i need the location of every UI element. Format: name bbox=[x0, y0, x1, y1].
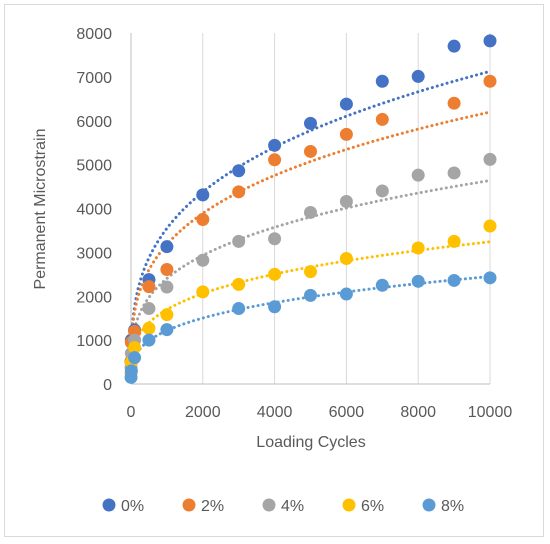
legend-marker bbox=[342, 498, 356, 512]
data-point bbox=[304, 116, 317, 130]
data-point bbox=[483, 74, 497, 88]
data-point bbox=[304, 288, 317, 302]
data-point bbox=[232, 185, 246, 199]
y-tick-label: 5000 bbox=[76, 158, 112, 175]
data-point bbox=[268, 267, 282, 281]
data-point bbox=[142, 333, 156, 347]
y-tick-label: 0 bbox=[103, 377, 112, 394]
data-point bbox=[128, 351, 142, 365]
axis-layer: 0 2000 4000 6000 8000 10000 0 1000 2000 3000 4000 5… bbox=[76, 26, 512, 421]
y-tick-label: 6000 bbox=[76, 114, 112, 131]
legend-label: 0% bbox=[121, 498, 144, 515]
x-tick-label: 10000 bbox=[468, 404, 513, 421]
legend-label: 2% bbox=[201, 498, 224, 515]
data-point bbox=[447, 39, 461, 53]
data-point bbox=[483, 34, 497, 48]
data-point bbox=[339, 127, 353, 141]
data-point bbox=[339, 287, 353, 301]
x-tick-label: 4000 bbox=[257, 404, 293, 421]
y-tick-label: 3000 bbox=[76, 245, 112, 262]
legend-marker bbox=[182, 498, 196, 512]
data-point bbox=[339, 194, 353, 208]
data-point bbox=[447, 234, 461, 248]
data-point bbox=[375, 278, 389, 292]
x-tick-label: 6000 bbox=[329, 404, 365, 421]
y-tick-label: 1000 bbox=[76, 333, 112, 350]
x-axis-title: Loading Cycles bbox=[256, 434, 365, 451]
data-point bbox=[232, 164, 246, 178]
x-tick-label: 8000 bbox=[400, 404, 436, 421]
data-point bbox=[483, 152, 497, 166]
data-point bbox=[447, 273, 461, 287]
data-point bbox=[124, 364, 138, 378]
y-axis-title: Permanent Microstrain bbox=[32, 129, 49, 290]
data-point bbox=[447, 96, 461, 110]
trendline bbox=[129, 240, 492, 375]
data-point bbox=[339, 97, 353, 111]
x-tick-label: 2000 bbox=[185, 404, 221, 421]
data-point bbox=[411, 69, 425, 83]
data-point bbox=[160, 240, 174, 254]
y-tick-label: 8000 bbox=[76, 26, 112, 43]
y-tick-label: 7000 bbox=[76, 70, 112, 87]
data-point bbox=[196, 253, 210, 267]
legend-label: 8% bbox=[441, 498, 464, 515]
data-point bbox=[411, 168, 425, 182]
grid-layer bbox=[202, 33, 491, 384]
data-point bbox=[411, 274, 425, 288]
data-point bbox=[232, 302, 246, 316]
data-point bbox=[196, 212, 210, 226]
data-point bbox=[160, 308, 174, 322]
data-point bbox=[304, 205, 317, 219]
y-tick-label: 4000 bbox=[76, 202, 112, 219]
data-point bbox=[447, 166, 461, 180]
data-point bbox=[160, 323, 174, 337]
point-layer bbox=[124, 34, 497, 384]
data-point bbox=[375, 112, 389, 126]
data-point bbox=[483, 219, 497, 233]
data-point bbox=[268, 138, 282, 152]
data-point bbox=[375, 184, 389, 198]
data-point bbox=[268, 153, 282, 167]
data-point bbox=[142, 302, 156, 316]
data-point bbox=[142, 321, 156, 335]
data-point bbox=[128, 341, 142, 355]
data-point bbox=[196, 285, 210, 299]
legend-marker bbox=[262, 498, 276, 512]
legend-label: 6% bbox=[361, 498, 384, 515]
data-point bbox=[339, 252, 353, 266]
legend-label: 4% bbox=[281, 498, 304, 515]
data-point bbox=[268, 232, 282, 246]
data-point bbox=[232, 234, 246, 248]
data-point bbox=[304, 144, 317, 158]
legend: 0% 2% 4% 6% 8% bbox=[102, 498, 464, 515]
data-point bbox=[483, 271, 497, 285]
data-point bbox=[411, 241, 425, 255]
data-point bbox=[304, 265, 317, 279]
legend-marker bbox=[422, 498, 436, 512]
x-tick-label: 0 bbox=[127, 404, 136, 421]
data-point bbox=[196, 188, 210, 202]
data-point bbox=[160, 280, 174, 294]
data-point bbox=[375, 74, 389, 88]
data-point bbox=[142, 280, 156, 294]
data-point bbox=[160, 262, 174, 276]
data-point bbox=[232, 277, 246, 291]
y-tick-label: 2000 bbox=[76, 289, 112, 306]
legend-marker bbox=[102, 498, 116, 512]
data-point bbox=[268, 300, 282, 314]
